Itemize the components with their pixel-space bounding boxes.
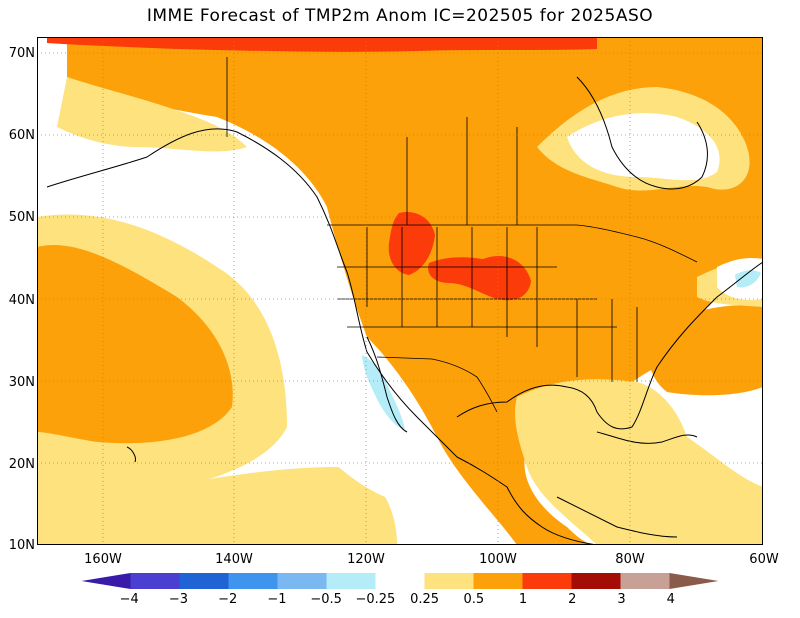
colorbar — [81, 573, 719, 589]
lat-label-70n: 70N — [8, 46, 35, 61]
colorbar-tick-label: 4 — [666, 592, 675, 607]
lon-label-140w: 140W — [215, 552, 253, 567]
colorbar-tick-label: 2 — [568, 592, 577, 607]
baja-cool-patch — [362, 355, 405, 429]
anomaly-map — [37, 37, 763, 545]
colorbar-swatch — [424, 573, 474, 589]
colorbar-swatch — [375, 573, 425, 589]
colorbar-tick-label: 3 — [617, 592, 626, 607]
lon-label-60w: 60W — [749, 552, 779, 567]
colorbar-tick-label: −2 — [218, 592, 238, 607]
colorbar-tick-label: 1 — [518, 592, 528, 607]
colorbar-swatch — [326, 573, 376, 589]
colorbar-swatch — [228, 573, 278, 589]
colorbar-arrow-high — [669, 573, 719, 589]
colorbar-tick-label: −4 — [119, 592, 139, 607]
lon-label-120w: 120W — [347, 552, 385, 567]
coastlines — [46, 76, 763, 545]
colorbar-tick-label: −3 — [168, 592, 189, 607]
colorbar-tick-label: −0.5 — [310, 592, 342, 607]
northern-rockies-hot-spot — [388, 211, 435, 275]
political-borders — [226, 57, 698, 413]
lat-label-10n: 10N — [8, 538, 35, 553]
lat-label-20n: 20N — [8, 457, 35, 472]
pacific-south-slight-warm — [37, 467, 397, 545]
lat-label-30n: 30N — [8, 375, 35, 390]
colorbar-tick-label: −0.25 — [355, 592, 396, 607]
lon-label-80w: 80W — [615, 552, 645, 567]
lon-label-100w: 100W — [479, 552, 517, 567]
graticule — [37, 37, 763, 545]
colorbar-tick-label: −1 — [267, 592, 287, 607]
colorbar-swatch — [130, 573, 180, 589]
colorbar-swatch — [277, 573, 327, 589]
arctic-hot-band — [47, 37, 597, 52]
lat-label-40n: 40N — [8, 293, 35, 308]
colorbar-swatch — [571, 573, 621, 589]
colorbar-arrow-low — [81, 573, 131, 589]
colorbar-swatch — [522, 573, 572, 589]
lat-label-60n: 60N — [8, 128, 35, 143]
colorbar-tick-label: 0.5 — [463, 592, 485, 607]
lat-label-50n: 50N — [8, 210, 35, 225]
atlantic-warm-region — [648, 305, 763, 396]
map-title: IMME Forecast of TMP2m Anom IC=202505 fo… — [146, 6, 654, 26]
colorbar-swatch — [179, 573, 229, 589]
map-border — [37, 37, 763, 545]
nova-scotia-cool-patch — [735, 270, 761, 288]
gulf-slight-warm-region — [515, 379, 763, 545]
alaska-slight-warm-region — [57, 77, 247, 152]
colorbar-swatch — [620, 573, 670, 589]
lon-label-160w: 160W — [84, 552, 122, 567]
colorbar-tick-label: 0.25 — [410, 592, 440, 607]
colorbar-swatch — [473, 573, 523, 589]
hudson-near-zero-region — [567, 113, 720, 181]
pacific-warm-region — [37, 245, 233, 444]
pacific-near-zero-region — [97, 125, 417, 507]
